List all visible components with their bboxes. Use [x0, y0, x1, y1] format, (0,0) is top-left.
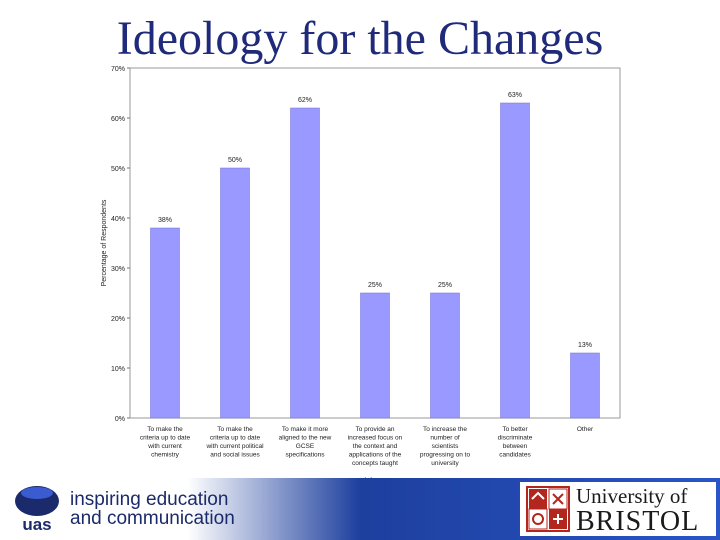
bar: [430, 292, 460, 419]
bar: [290, 107, 320, 419]
bristol-wordmark: University of BRISTOL: [576, 484, 699, 536]
x-tick-label: To make it more aligned to the new GCSE spe…: [279, 426, 332, 459]
x-tick-label: Other: [577, 426, 594, 433]
bar: [360, 292, 390, 419]
y-tick-label: 0%: [115, 416, 125, 423]
y-tick-label: 40%: [111, 216, 125, 223]
y-tick-label: 10%: [111, 366, 125, 373]
data-label: 25%: [438, 282, 452, 289]
x-tick-label: To make the criteria up to date with curre…: [205, 426, 264, 459]
tagline-line-1: inspiring education: [70, 489, 229, 510]
y-axis-title: Percentage of Respondents: [101, 199, 108, 286]
tagline: inspiring education and communication: [70, 490, 235, 528]
y-tick-label: 60%: [111, 116, 125, 123]
bristol-logo: University of BRISTOL: [520, 482, 716, 536]
slide-title: Ideology for the Changes: [116, 12, 604, 65]
x-tick-label: To better discriminate between candidates: [498, 426, 533, 459]
data-label: 13%: [578, 342, 592, 349]
data-label: 62%: [298, 97, 312, 104]
y-tick-label: 30%: [111, 266, 125, 273]
y-tick-label: 50%: [111, 166, 125, 173]
bar: [500, 102, 530, 419]
bar-chart: 0% 10% 20% 30% 40% 50% 60% 70% Percentage of Res…: [101, 66, 621, 480]
bar: [220, 167, 250, 419]
footer-banner: uas inspiring education and communicatio…: [0, 478, 720, 540]
university-of-text: University of: [576, 484, 688, 508]
y-tick-label: 20%: [111, 316, 125, 323]
data-label: 63%: [508, 92, 522, 99]
bristol-text: BRISTOL: [576, 506, 700, 537]
x-tick-label: To provide an increased focus on the conte…: [348, 426, 403, 467]
uas-logo-text: uas: [22, 515, 51, 534]
bar: [150, 227, 180, 419]
y-tick-label: 70%: [111, 66, 125, 73]
data-label: 38%: [158, 217, 172, 224]
x-tick-label: To make the criteria up to date with curre…: [140, 426, 191, 459]
x-tick-label: To increase the number of scientists progre…: [420, 426, 471, 467]
bar: [570, 352, 600, 419]
bristol-crest-icon: [526, 486, 570, 532]
tagline-line-2: and communication: [70, 508, 235, 529]
data-label: 50%: [228, 157, 242, 164]
data-label: 25%: [368, 282, 382, 289]
uas-logo: uas: [15, 486, 59, 534]
